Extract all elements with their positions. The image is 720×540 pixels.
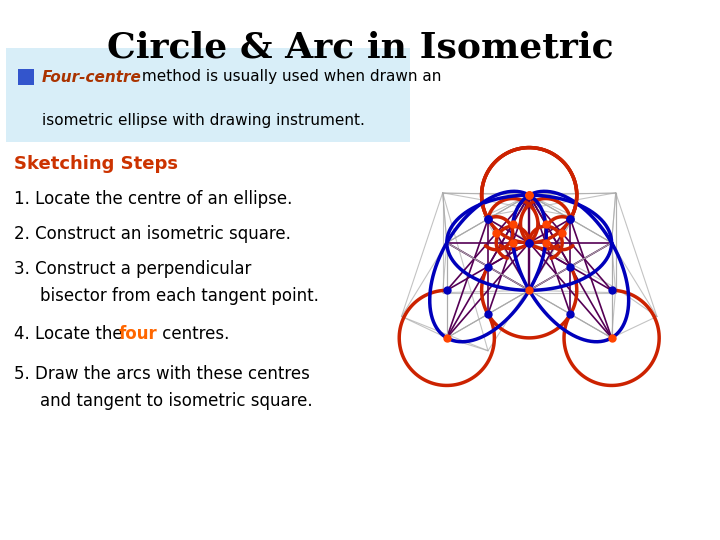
Text: and tangent to isometric square.: and tangent to isometric square. (40, 392, 312, 410)
Text: method is usually used when drawn an: method is usually used when drawn an (137, 70, 441, 84)
FancyBboxPatch shape (6, 48, 410, 142)
Text: 3. Construct a perpendicular: 3. Construct a perpendicular (14, 260, 251, 278)
Text: bisector from each tangent point.: bisector from each tangent point. (40, 287, 319, 305)
Text: 1. Locate the centre of an ellipse.: 1. Locate the centre of an ellipse. (14, 190, 292, 208)
Text: Sketching Steps: Sketching Steps (14, 155, 178, 173)
Text: 2. Construct an isometric square.: 2. Construct an isometric square. (14, 225, 291, 243)
Text: 4. Locate the: 4. Locate the (14, 325, 128, 343)
Text: isometric ellipse with drawing instrument.: isometric ellipse with drawing instrumen… (42, 112, 365, 127)
Text: centres.: centres. (157, 325, 230, 343)
Text: four: four (119, 325, 158, 343)
Bar (18, 69, 34, 85)
Text: Four-centre: Four-centre (42, 70, 142, 84)
Text: Circle & Arc in Isometric: Circle & Arc in Isometric (107, 30, 613, 64)
Text: 5. Draw the arcs with these centres: 5. Draw the arcs with these centres (14, 365, 310, 383)
